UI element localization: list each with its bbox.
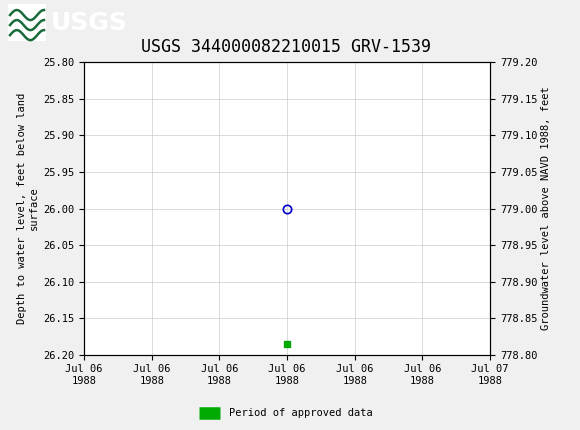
Legend: Period of approved data: Period of approved data [195, 404, 376, 423]
Y-axis label: Depth to water level, feet below land
surface: Depth to water level, feet below land su… [17, 93, 39, 324]
Bar [8, 4, 46, 41]
Text: USGS: USGS [51, 11, 128, 34]
Text: USGS 344000082210015 GRV-1539: USGS 344000082210015 GRV-1539 [141, 38, 431, 56]
Y-axis label: Groundwater level above NAVD 1988, feet: Groundwater level above NAVD 1988, feet [542, 87, 552, 330]
